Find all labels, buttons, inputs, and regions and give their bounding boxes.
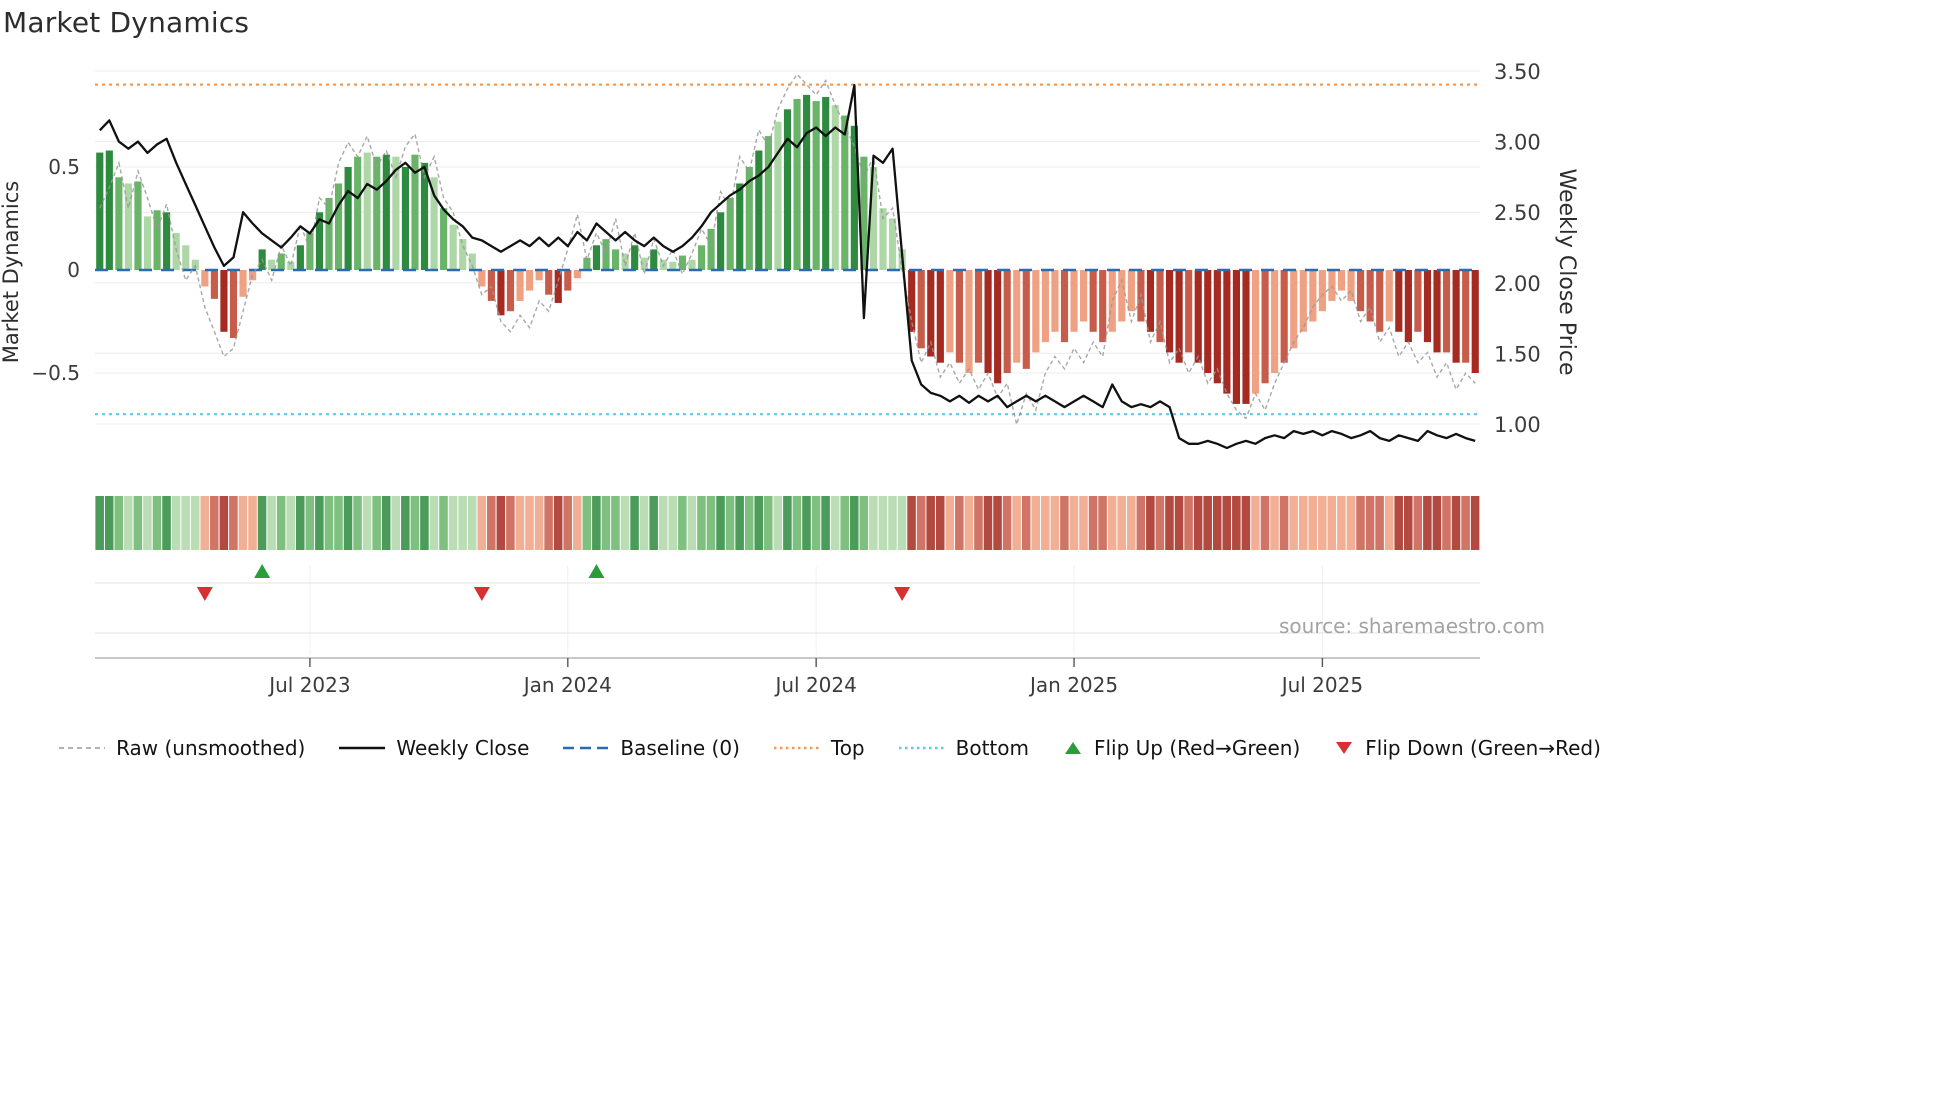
- triangle-down-icon: [1336, 742, 1353, 754]
- right-axis: 3.50 3.00 2.50 2.00 1.50 1.00 Weekly Close Pri…: [1494, 60, 1579, 437]
- legend-line-swatch: [563, 746, 610, 750]
- chart-legend: Raw (unsmoothed) Weekly Close Baseline (0)…: [0, 736, 1660, 760]
- left-axis-label: Market Dynamics: [0, 181, 23, 363]
- legend-item-raw-unsmoothed: Raw (unsmoothed): [59, 736, 305, 760]
- legend-item-bottom: Bottom: [898, 736, 1029, 760]
- legend-line-swatch: [773, 746, 820, 750]
- legend-line-swatch: [59, 747, 106, 749]
- legend-item-flip-down-green-red: Flip Down (Green→Red): [1334, 736, 1601, 760]
- legend-label: Raw (unsmoothed): [116, 736, 306, 760]
- svg-text:Jul 2024: Jul 2024: [773, 673, 856, 697]
- left-axis: 0.5 0 −0.5 Market Dynamics: [0, 155, 80, 385]
- flip-down-marker: [196, 587, 213, 601]
- legend-label: Flip Down (Green→Red): [1365, 736, 1601, 760]
- svg-text:0.5: 0.5: [48, 155, 80, 179]
- heatmap-strip: [95, 496, 1480, 550]
- svg-text:1.00: 1.00: [1494, 413, 1541, 437]
- svg-text:2.00: 2.00: [1494, 272, 1541, 296]
- svg-text:3.50: 3.50: [1494, 60, 1541, 84]
- legend-label: Baseline (0): [620, 736, 740, 760]
- source-credit: source: sharemaestro.com: [1279, 614, 1545, 638]
- legend-line-swatch: [898, 746, 945, 750]
- chart-canvas: Jul 2023 Jan 2024 Jul 2024 Jan 2025 Jul 2025…: [0, 60, 1579, 697]
- svg-text:Jan 2024: Jan 2024: [522, 673, 612, 697]
- svg-text:Jul 2023: Jul 2023: [267, 673, 350, 697]
- oscillator-bars: [96, 94, 1479, 404]
- flip-down-marker: [473, 587, 490, 601]
- svg-text:2.50: 2.50: [1494, 201, 1541, 225]
- flip-up-marker: [588, 564, 605, 578]
- legend-label: Top: [830, 736, 865, 760]
- svg-text:Jul 2025: Jul 2025: [1280, 673, 1363, 697]
- legend-line-swatch: [339, 746, 386, 750]
- svg-text:0: 0: [67, 258, 80, 282]
- triangle-up-icon: [1064, 742, 1081, 754]
- legend-item-weekly-close: Weekly Close: [339, 736, 529, 760]
- svg-text:Jan 2025: Jan 2025: [1028, 673, 1118, 697]
- legend-label: Bottom: [955, 736, 1029, 760]
- x-axis: Jul 2023 Jan 2024 Jul 2024 Jan 2025 Jul 2025: [267, 658, 1363, 697]
- raw-line: [99, 73, 1476, 428]
- flip-down-marker: [894, 587, 911, 601]
- legend-item-flip-up-red-green: Flip Up (Red→Green): [1063, 736, 1300, 760]
- legend-item-top: Top: [773, 736, 865, 760]
- legend-label: Weekly Close: [396, 736, 530, 760]
- svg-text:3.00: 3.00: [1494, 131, 1541, 155]
- weekly-close-line: [98, 83, 1476, 450]
- svg-text:−0.5: −0.5: [31, 361, 80, 385]
- marker-panel: [95, 564, 1480, 659]
- chart-title: Market Dynamics: [3, 6, 250, 39]
- legend-item-baseline-0: Baseline (0): [563, 736, 740, 760]
- svg-text:1.50: 1.50: [1494, 342, 1541, 366]
- flip-up-marker: [254, 564, 271, 578]
- right-axis-label: Weekly Close Price: [1554, 169, 1579, 376]
- legend-label: Flip Up (Red→Green): [1093, 736, 1301, 760]
